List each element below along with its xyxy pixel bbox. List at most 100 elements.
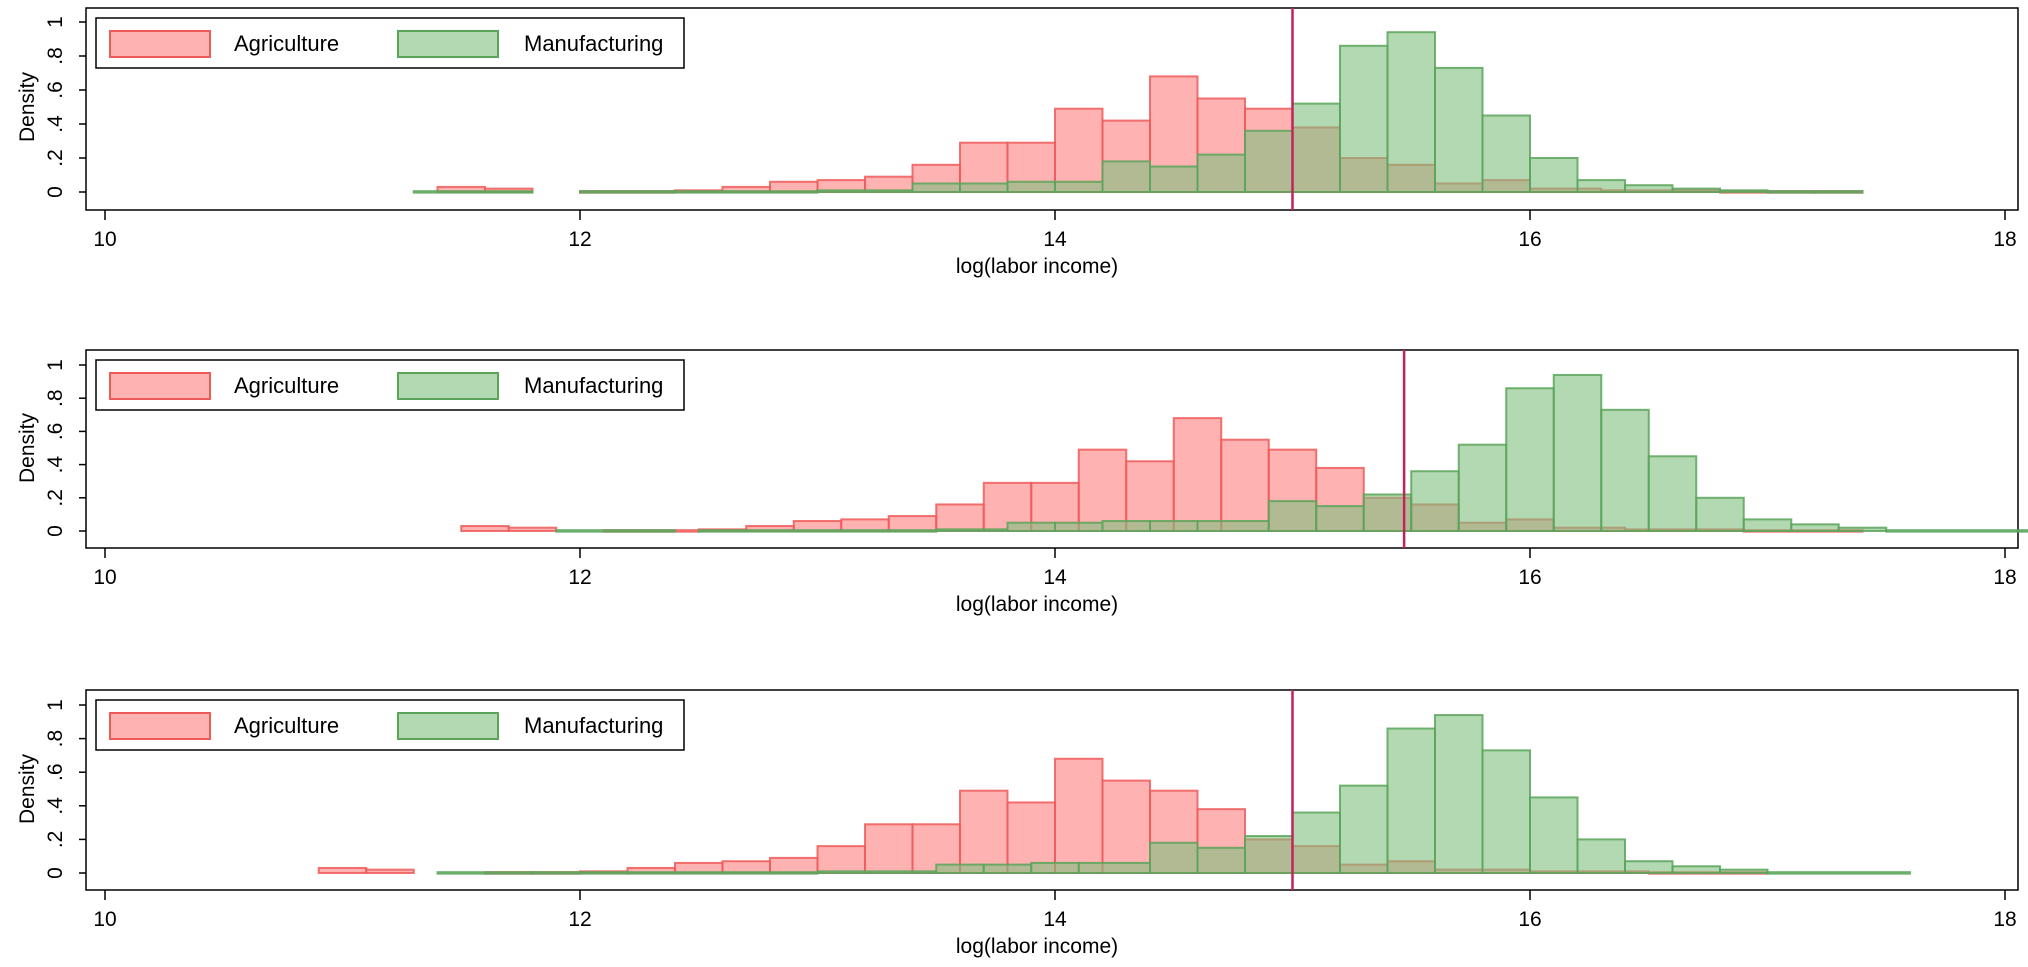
y-tick-label: .6 (44, 763, 67, 781)
y-tick-label: 0 (44, 186, 67, 198)
agriculture-bar (317, 866, 368, 875)
y-axis-title: Density (16, 753, 39, 824)
y-tick-label: 1 (44, 699, 67, 711)
manufacturing-bar (1149, 841, 1199, 875)
manufacturing-bar (1766, 190, 1864, 194)
agriculture-bar (1101, 779, 1151, 874)
manufacturing-legend-label: Manufacturing (524, 31, 663, 56)
manufacturing-legend-label: Manufacturing (524, 373, 663, 398)
manufacturing-bar (1885, 529, 2028, 533)
manufacturing-bar (1434, 714, 1484, 875)
y-tick-label: .6 (44, 81, 67, 99)
manufacturing-bar (1101, 160, 1151, 193)
x-tick-label: 16 (1518, 908, 1541, 931)
agriculture-bar (1077, 448, 1128, 532)
y-tick-label: .4 (44, 115, 67, 133)
x-tick-label: 18 (1993, 908, 2016, 931)
plot-frame (85, 349, 2019, 549)
manufacturing-bar (1719, 868, 1769, 875)
manufacturing-bar (1006, 180, 1056, 194)
agriculture-legend-label: Agriculture (234, 713, 339, 738)
manufacturing-bar (911, 182, 961, 193)
agriculture-legend-swatch (109, 712, 211, 740)
manufacturing-bar (1576, 838, 1626, 875)
top-panel: 0 .2 .4 .6 .8 1 Density 10 12 14 16 18 log(labor inc… (16, 7, 2019, 278)
y-tick-label: .8 (44, 47, 67, 65)
agriculture-bar (935, 503, 985, 533)
y-tick-label: .6 (44, 423, 67, 441)
manufacturing-bar (1529, 796, 1579, 875)
manufacturing-bar (1006, 521, 1056, 533)
manufacturing-legend-swatch (397, 712, 499, 740)
agriculture-bar (1054, 107, 1104, 193)
manufacturing-bar (1576, 179, 1626, 194)
legend: Agriculture Manufacturing (95, 17, 685, 69)
agriculture-bar (816, 845, 866, 874)
y-tick-label: .4 (44, 797, 67, 815)
manufacturing-bar (1505, 387, 1555, 532)
x-axis-title: log(labor income) (956, 255, 1118, 278)
manufacturing-bar (1837, 526, 1888, 532)
manufacturing-bar (1671, 187, 1721, 194)
manufacturing-bar (1030, 861, 1080, 874)
x-tick-label: 16 (1518, 228, 1541, 251)
agriculture-bar (507, 526, 558, 532)
middle-panel: 0 .2 .4 .6 .8 1 Density 10 12 14 16 18 log(labor inc… (16, 349, 2028, 616)
x-tick-label: 10 (93, 566, 116, 589)
manufacturing-bar (1719, 189, 1769, 194)
manufacturing-bar (1624, 184, 1674, 193)
manufacturing-bar (1339, 44, 1389, 193)
manufacturing-bar (1196, 520, 1270, 532)
manufacturing-bar (1552, 373, 1603, 532)
y-tick-label: 1 (44, 16, 67, 28)
manufacturing-legend-swatch (397, 372, 499, 400)
y-tick-label: .8 (44, 730, 67, 748)
agriculture-legend-swatch (109, 30, 211, 58)
plot-frame (85, 689, 2019, 891)
manufacturing-bar (412, 190, 534, 194)
y-axis-title: Density (16, 71, 39, 142)
agriculture-bar (1172, 417, 1223, 532)
manufacturing-bar (816, 189, 914, 194)
manufacturing-bar (1149, 165, 1199, 193)
y-tick-label: .8 (44, 389, 67, 407)
manufacturing-legend-label: Manufacturing (524, 713, 663, 738)
manufacturing-bar (1481, 114, 1531, 193)
manufacturing-bar (1742, 518, 1793, 533)
y-tick-label: .2 (44, 149, 67, 167)
agriculture-bar (365, 868, 415, 875)
y-tick-label: .2 (44, 489, 67, 507)
manufacturing-bar (1600, 408, 1650, 533)
manufacturing-bar (1149, 520, 1199, 532)
legend: Agriculture Manufacturing (95, 699, 685, 751)
plot-frame (85, 7, 2019, 211)
manufacturing-bar (982, 863, 1033, 874)
y-tick-label: 0 (44, 525, 67, 537)
manufacturing-bar (1671, 865, 1721, 875)
agriculture-legend-swatch (109, 372, 211, 400)
x-tick-label: 10 (93, 228, 116, 251)
manufacturing-bar (579, 190, 819, 194)
agriculture-bar (959, 789, 1009, 874)
manufacturing-bar (1267, 500, 1318, 532)
agriculture-bar (1054, 757, 1104, 875)
manufacturing-bar (935, 528, 1009, 533)
manufacturing-bar (1054, 180, 1104, 194)
agriculture-legend-label: Agriculture (234, 373, 339, 398)
x-tick-label: 14 (1043, 908, 1067, 931)
manufacturing-bar (816, 870, 938, 875)
manufacturing-legend-swatch (397, 30, 499, 58)
y-tick-label: .4 (44, 456, 67, 474)
bottom-panel: 0 .2 .4 .6 .8 1 Density 10 12 14 16 18 log(labor inc… (16, 689, 2019, 958)
manufacturing-bar (1695, 496, 1745, 532)
x-tick-label: 18 (1993, 228, 2016, 251)
manufacturing-bar (531, 871, 629, 875)
agriculture-bar (864, 823, 914, 875)
x-tick-label: 10 (93, 908, 116, 931)
agriculture-bar (460, 525, 510, 533)
manufacturing-bar (1196, 846, 1246, 874)
manufacturing-bar (1077, 861, 1151, 874)
manufacturing-bar (1457, 443, 1508, 532)
x-tick-label: 14 (1043, 566, 1067, 589)
